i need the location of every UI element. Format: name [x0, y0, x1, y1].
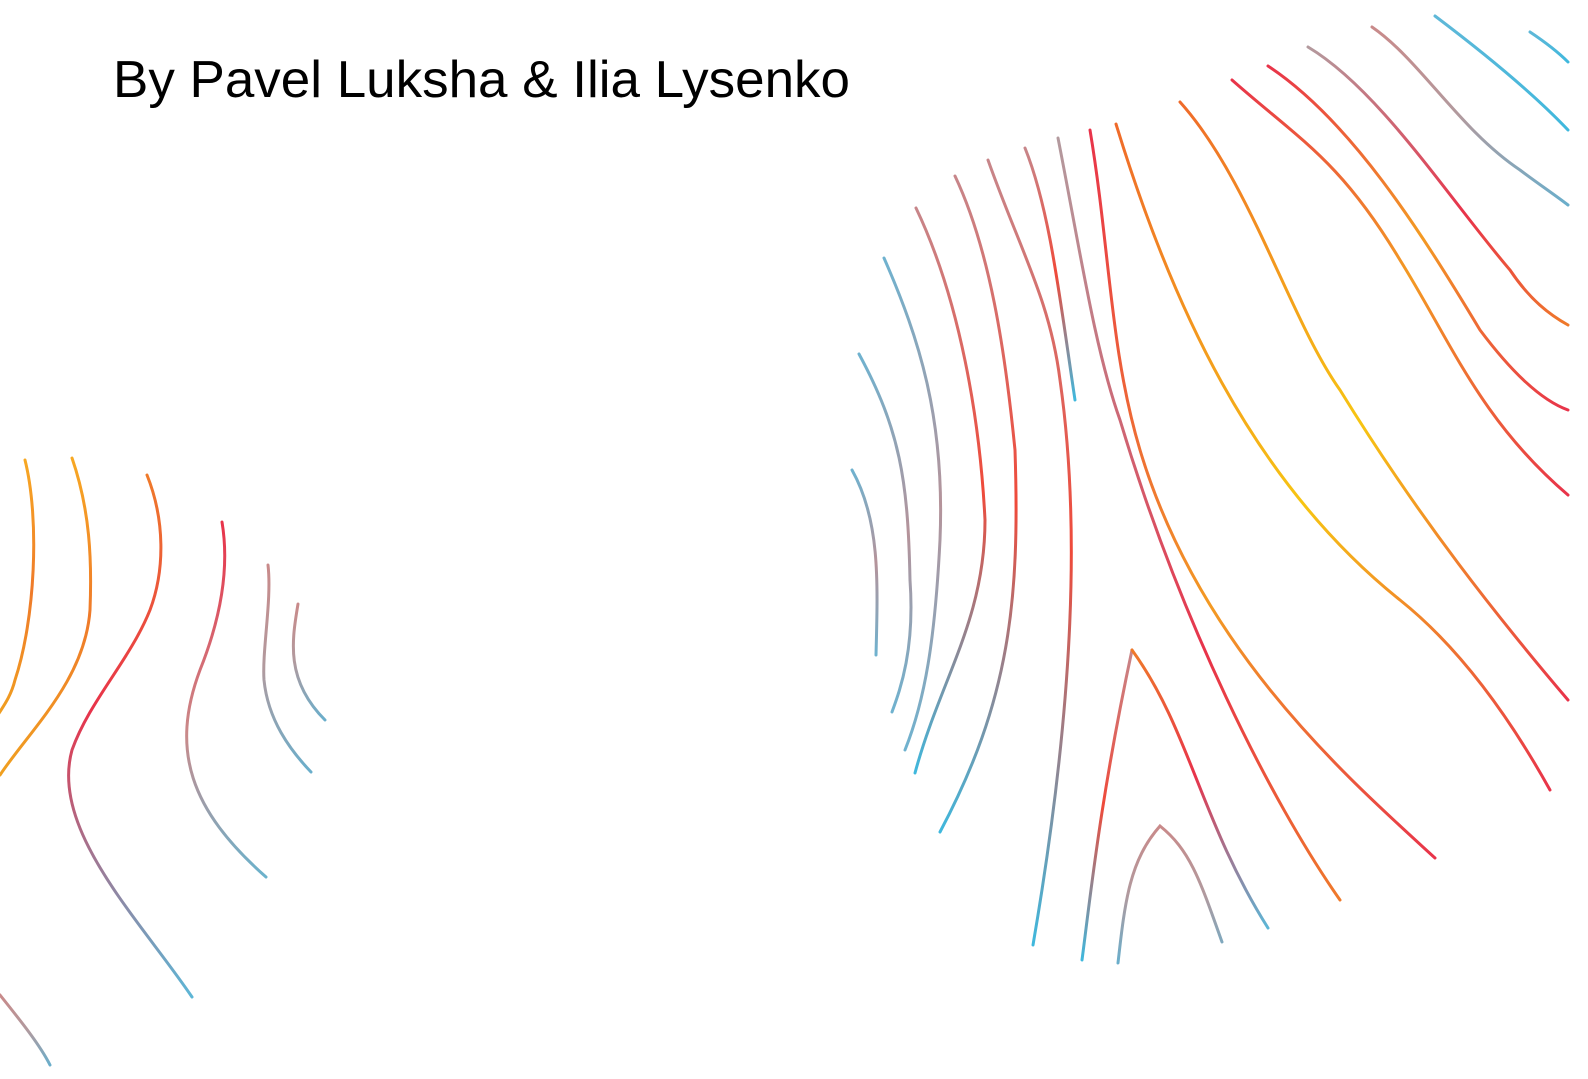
decor-line	[940, 176, 1016, 832]
decor-line	[1118, 826, 1222, 963]
decor-line	[69, 475, 192, 997]
decor-line	[0, 995, 50, 1065]
decor-line	[852, 470, 877, 655]
decor-left	[0, 458, 325, 1065]
slide: By Pavel Luksha & Ilia Lysenko	[0, 0, 1588, 1079]
decor-line	[0, 458, 91, 775]
decor-line	[1180, 102, 1568, 700]
decor-right	[852, 16, 1568, 963]
decor-line	[884, 258, 941, 750]
page: {"byline": "By Pavel Luksha & Ilia Lysen…	[0, 0, 1588, 1079]
decor-line	[0, 460, 34, 720]
decor-line	[1232, 80, 1568, 495]
decor-line	[1268, 66, 1568, 410]
decor-line	[1372, 27, 1568, 205]
byline: By Pavel Luksha & Ilia Lysenko	[113, 51, 850, 109]
decor-line	[915, 208, 985, 773]
decor-line	[1530, 32, 1568, 62]
decor-line	[859, 354, 911, 712]
decor-line	[988, 160, 1071, 945]
body: By Pavel Luksha & Ilia Lysenko (() => { …	[0, 0, 1588, 1079]
decor-line	[187, 522, 266, 877]
decor-line	[293, 604, 325, 720]
decor-line	[264, 565, 311, 772]
decor-line	[1116, 124, 1550, 790]
